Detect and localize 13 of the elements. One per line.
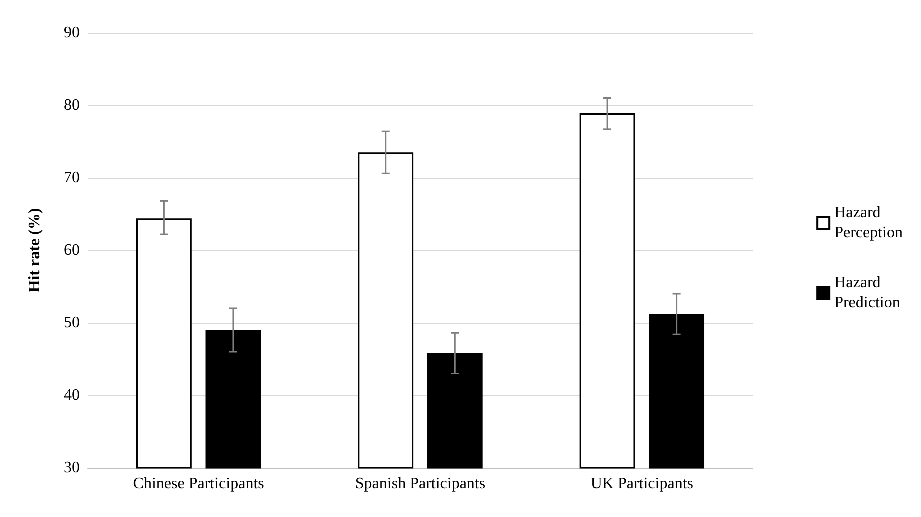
y-tick-label: 30 — [64, 460, 80, 476]
x-tick-label: Spanish Participants — [355, 476, 486, 492]
y-tick-label: 50 — [64, 314, 80, 332]
x-tick-label: Chinese Participants — [133, 476, 264, 492]
y-tick-label: 80 — [64, 97, 80, 114]
legend-label: Hazard Perception — [834, 204, 903, 242]
x-tick-label: UK Participants — [590, 476, 694, 492]
y-tick-label: 70 — [64, 170, 80, 186]
y-tick-label: 60 — [64, 242, 80, 259]
y-tick-label: 90 — [64, 24, 80, 42]
legend-label: Hazard Prediction — [834, 274, 900, 312]
y-tick-label: 40 — [64, 387, 80, 404]
y-axis-title: Hit rate (%) — [26, 208, 44, 293]
